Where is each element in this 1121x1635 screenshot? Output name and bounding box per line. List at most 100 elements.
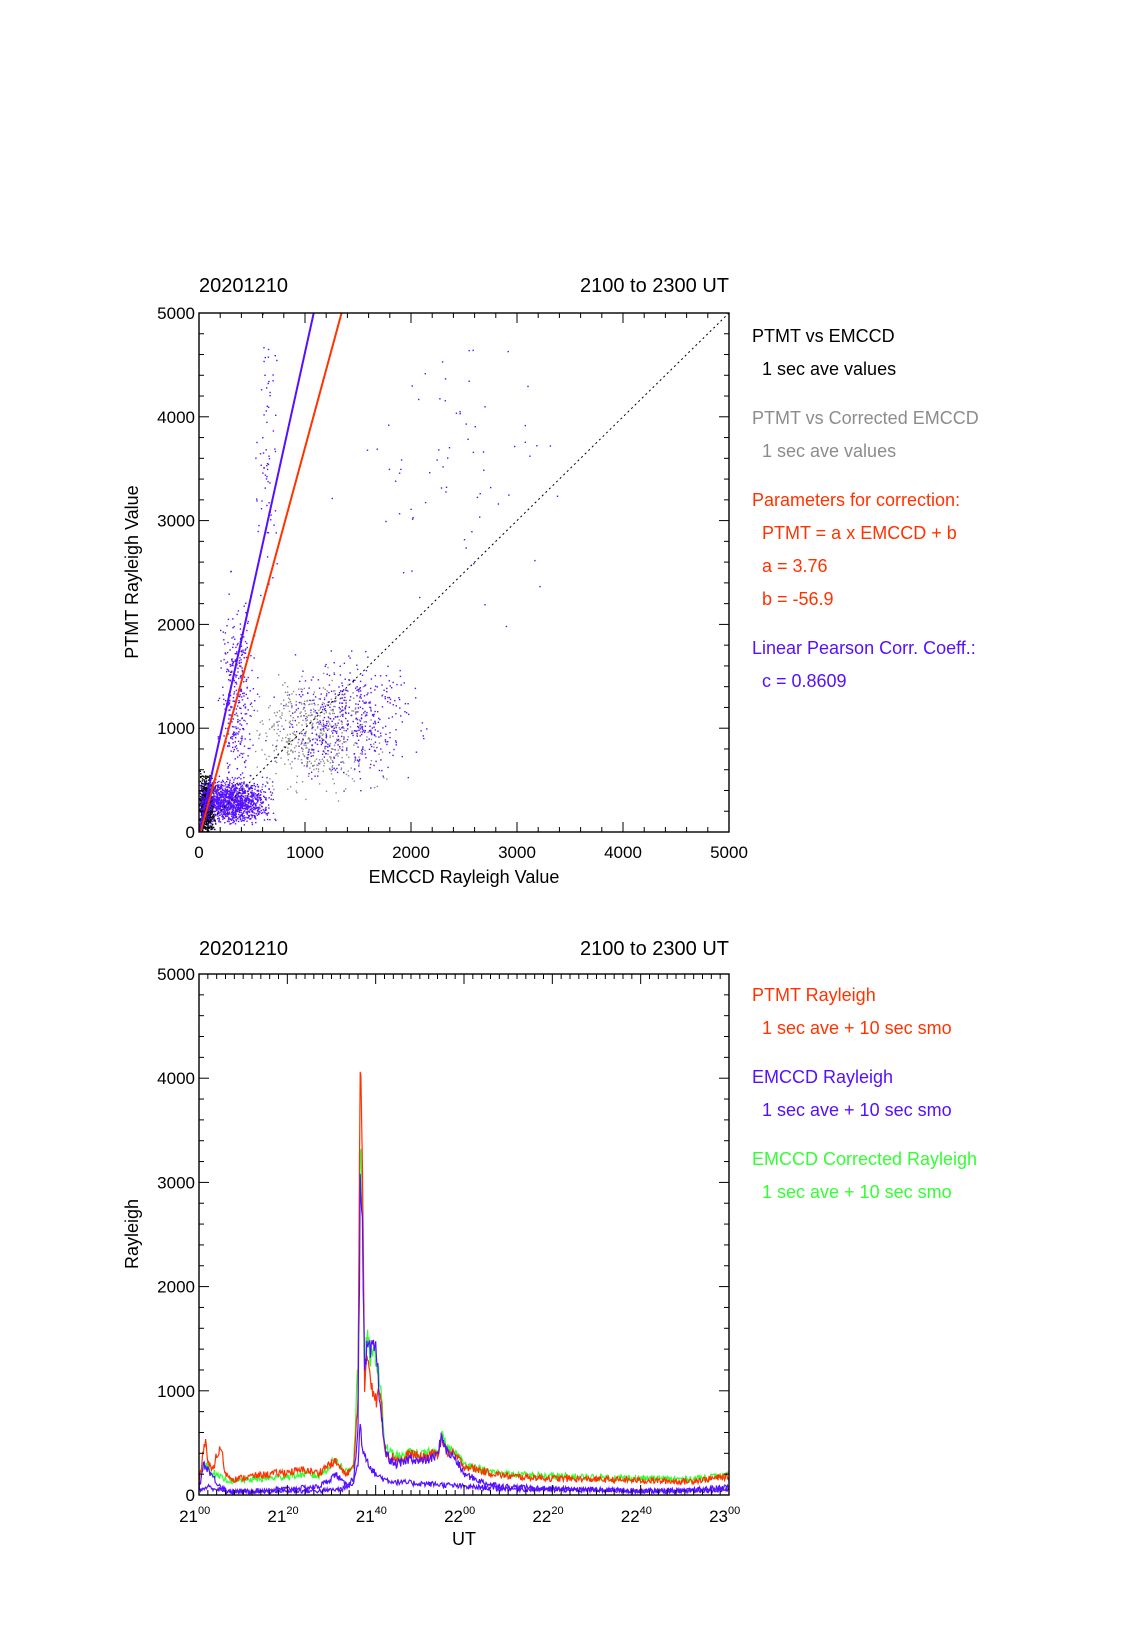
scatter-point <box>358 719 360 721</box>
scatter-point <box>298 738 300 741</box>
scatter-point <box>226 776 228 779</box>
scatter-point <box>253 792 255 794</box>
scatter-point <box>265 449 267 451</box>
scatter-point <box>230 822 232 825</box>
scatter-point <box>290 703 293 705</box>
scatter-point <box>294 711 297 713</box>
scatter-point <box>207 819 210 822</box>
scatter-point <box>332 761 334 763</box>
scatter-point <box>311 728 313 730</box>
scatter-point <box>214 804 217 806</box>
scatter-cluster-blue <box>217 570 259 807</box>
scatter-point <box>266 735 268 738</box>
scatter-point <box>331 759 334 762</box>
scatter-point <box>232 811 235 813</box>
scatter-point <box>245 612 247 614</box>
scatter-point <box>213 811 215 813</box>
scatter-point <box>240 820 243 822</box>
scatter-point <box>303 687 306 690</box>
scatter-point <box>260 508 263 510</box>
scatter-point <box>208 813 211 815</box>
scatter-point <box>539 585 541 588</box>
scatter-point <box>293 737 296 740</box>
scatter-point <box>237 799 239 801</box>
scatter-point <box>347 723 349 725</box>
scatter-point <box>381 769 383 772</box>
scatter-point <box>389 702 391 704</box>
scatter-point <box>325 745 327 748</box>
scatter-point <box>215 823 217 825</box>
scatter-point <box>508 494 510 496</box>
scatter-point <box>331 768 334 771</box>
scatter-point <box>339 665 341 667</box>
scatter-point <box>211 811 213 814</box>
scatter-point <box>273 723 275 725</box>
scatter-point <box>214 798 217 801</box>
scatter-point <box>253 784 255 787</box>
scatter-point <box>234 811 236 813</box>
scatter-point <box>313 699 315 701</box>
scatter-point <box>203 823 205 825</box>
scatter-point <box>202 775 204 778</box>
scatter-point <box>208 809 210 811</box>
scatter-point <box>309 714 311 717</box>
scatter-point <box>237 721 239 723</box>
scatter-point <box>234 741 236 743</box>
scatter-point <box>209 814 211 816</box>
scatter-point <box>312 676 314 678</box>
scatter-point <box>253 709 255 712</box>
scatter-point <box>226 809 228 812</box>
scatter-point <box>272 380 274 382</box>
scatter-point <box>257 808 259 810</box>
scatter-point <box>266 782 269 784</box>
scatter-point <box>321 742 323 744</box>
scatter-point <box>325 711 327 714</box>
scatter-point <box>468 380 470 382</box>
scatter-point <box>241 788 243 790</box>
scatter-point <box>256 710 259 712</box>
scatter-point <box>246 805 249 808</box>
scatter-point <box>230 706 232 709</box>
scatter-point <box>201 809 204 812</box>
scatter-point <box>211 826 214 828</box>
scatter-point <box>270 519 272 521</box>
scatter-point <box>258 524 260 527</box>
scatter-point <box>251 807 253 809</box>
scatter-point <box>216 788 219 790</box>
scatter-point <box>242 803 244 805</box>
scatter-point <box>335 725 337 727</box>
scatter-point <box>229 823 231 825</box>
scatter-point <box>217 818 219 820</box>
scatter-point <box>261 749 263 751</box>
scatter-point <box>228 784 230 786</box>
scatter-point <box>359 778 362 780</box>
scatter-point <box>388 696 391 699</box>
scatter-point <box>238 754 241 757</box>
scatter-point <box>250 715 252 717</box>
scatter-point <box>263 810 265 812</box>
scatter-point <box>283 746 286 749</box>
scatter-point <box>395 741 397 744</box>
scatter-point <box>330 650 332 652</box>
scatter-point <box>224 643 226 645</box>
scatter-point <box>218 818 221 820</box>
scatter-point <box>236 674 238 676</box>
x-tick-label: 23 00 <box>709 1505 740 1526</box>
scatter-point <box>242 692 244 695</box>
scatter-point <box>209 788 211 790</box>
scatter-point <box>231 815 233 818</box>
scatter-point <box>398 697 400 699</box>
scatter-point <box>226 670 228 673</box>
scatter-point <box>350 714 352 717</box>
scatter-point <box>211 824 214 826</box>
scatter-point <box>213 815 215 817</box>
scatter-point <box>358 758 361 761</box>
scatter-point <box>218 775 221 777</box>
scatter-point <box>216 803 218 805</box>
scatter-point <box>236 801 239 803</box>
scatter-point <box>327 716 330 718</box>
scatter-point <box>338 764 340 766</box>
scatter-point <box>288 753 290 755</box>
scatter-point <box>279 730 281 733</box>
scatter-point <box>248 801 250 804</box>
